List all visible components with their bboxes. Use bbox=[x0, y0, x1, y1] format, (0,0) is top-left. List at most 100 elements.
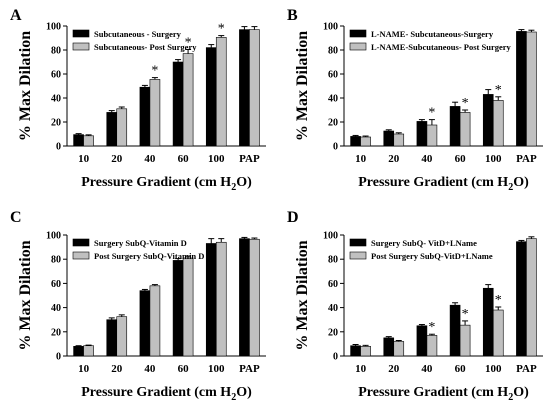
legend-label: L-NAME- Subcutaneous-Surgery bbox=[371, 29, 494, 39]
y-tick-label: 100 bbox=[323, 231, 338, 242]
panel-a: A 0 20 40 60 80 100 % Max Dilation 10 20 40 * 60 * 100… bbox=[10, 7, 266, 193]
legend-swatch bbox=[72, 238, 90, 247]
y-tick-label: 60 bbox=[51, 70, 61, 81]
y-tick-label: 0 bbox=[56, 352, 61, 363]
x-axis-title-part: Pressure Gradient (cm H bbox=[81, 175, 231, 190]
x-tick-label: 20 bbox=[388, 363, 400, 375]
x-axis-title-part: 2 bbox=[508, 392, 513, 403]
significance-asterisk: * bbox=[151, 64, 158, 79]
bar-post-surgery bbox=[393, 133, 405, 147]
x-tick-label: 20 bbox=[111, 363, 123, 375]
y-tick-label: 80 bbox=[51, 255, 61, 266]
bar-surgery bbox=[383, 337, 395, 357]
bar-surgery bbox=[73, 134, 84, 147]
y-tick-label: 60 bbox=[328, 279, 338, 290]
bar-surgery bbox=[416, 325, 428, 357]
x-tick-label: 100 bbox=[208, 153, 225, 165]
legend-swatch bbox=[349, 251, 367, 260]
legend-label: L-NAME-Subcutaneous- Post Surgery bbox=[371, 42, 512, 52]
bar-surgery bbox=[516, 241, 527, 357]
significance-asterisk: * bbox=[495, 83, 502, 98]
x-axis-title-part: 2 bbox=[231, 182, 236, 193]
y-tick-label: 20 bbox=[328, 118, 338, 129]
panel-letter: D bbox=[287, 209, 299, 226]
x-axis-title-part: O) bbox=[513, 385, 529, 400]
x-tick-label: PAP bbox=[516, 153, 537, 165]
x-axis-title-part: O) bbox=[236, 385, 252, 400]
bar-surgery bbox=[482, 287, 494, 357]
x-axis-title-part: 2 bbox=[231, 392, 236, 403]
x-tick-label: 10 bbox=[78, 363, 90, 375]
x-tick-label: 20 bbox=[388, 153, 400, 165]
x-axis-title: Pressure Gradient (cm H2O) bbox=[81, 175, 252, 193]
bar-post-surgery bbox=[526, 31, 537, 147]
bar-surgery bbox=[73, 346, 84, 357]
y-tick-label: 0 bbox=[56, 142, 61, 153]
bar-post-surgery bbox=[149, 79, 161, 147]
legend-swatch bbox=[349, 29, 367, 38]
x-tick-label: 100 bbox=[208, 363, 225, 375]
y-tick-label: 40 bbox=[328, 94, 338, 105]
bar-surgery bbox=[205, 47, 217, 147]
y-tick-label: 100 bbox=[46, 22, 61, 33]
x-tick-label: 60 bbox=[178, 153, 190, 165]
bar-surgery bbox=[139, 86, 151, 147]
bar-surgery bbox=[516, 31, 527, 147]
legend-swatch bbox=[72, 251, 90, 260]
x-tick-label: 20 bbox=[111, 153, 123, 165]
bar-surgery bbox=[106, 319, 118, 357]
bar-post-surgery bbox=[249, 238, 260, 357]
panel-b: B 0 20 40 60 80 100 % Max Dilation 10 20 40 * 60 * 100… bbox=[287, 7, 543, 193]
panel-c: C 0 20 40 60 80 100 % Max Dilation 10 20 40 60 100 PA… bbox=[10, 209, 266, 403]
bar-surgery bbox=[172, 61, 184, 147]
y-tick-label: 40 bbox=[51, 94, 61, 105]
bar-post-surgery bbox=[249, 29, 260, 147]
x-axis-title: Pressure Gradient (cm H2O) bbox=[358, 175, 529, 193]
x-tick-label: 60 bbox=[455, 363, 467, 375]
bar-surgery bbox=[383, 130, 395, 147]
x-axis-title-part: O) bbox=[513, 175, 529, 190]
significance-asterisk: * bbox=[462, 96, 469, 111]
bar-post-surgery bbox=[459, 324, 471, 357]
panel-letter: B bbox=[287, 7, 298, 24]
legend-label: Subcutaneous- Post Surgery bbox=[94, 42, 197, 52]
bar-surgery bbox=[482, 94, 494, 147]
bar-surgery bbox=[449, 106, 461, 147]
y-tick-label: 80 bbox=[51, 46, 61, 57]
y-tick-label: 40 bbox=[51, 303, 61, 314]
legend-label: Subcutaneous - Surgery bbox=[94, 29, 182, 39]
significance-asterisk: * bbox=[218, 22, 225, 37]
bar-post-surgery bbox=[393, 341, 405, 357]
x-tick-label: 40 bbox=[421, 363, 433, 375]
x-tick-label: 60 bbox=[455, 153, 467, 165]
bar-post-surgery bbox=[526, 238, 537, 357]
bar-post-surgery bbox=[149, 285, 161, 357]
y-tick-label: 80 bbox=[328, 255, 338, 266]
bar-surgery bbox=[205, 243, 217, 357]
x-tick-label: PAP bbox=[239, 153, 260, 165]
bar-post-surgery bbox=[492, 309, 504, 357]
x-axis-title-part: Pressure Gradient (cm H bbox=[358, 175, 508, 190]
significance-asterisk: * bbox=[428, 320, 435, 335]
bar-surgery bbox=[449, 304, 461, 357]
legend-label: Surgery SubQ- VitD+LName bbox=[371, 238, 477, 248]
y-axis-title: % Max Dilation bbox=[294, 240, 311, 350]
significance-asterisk: * bbox=[428, 106, 435, 121]
bar-post-surgery bbox=[426, 335, 438, 357]
bar-surgery bbox=[416, 121, 428, 147]
bar-post-surgery bbox=[215, 241, 227, 357]
y-tick-label: 20 bbox=[51, 118, 61, 129]
y-tick-label: 20 bbox=[51, 327, 61, 338]
x-tick-label: 10 bbox=[355, 153, 367, 165]
legend-swatch bbox=[72, 29, 90, 38]
bar-post-surgery bbox=[215, 37, 227, 147]
bar-post-surgery bbox=[116, 108, 128, 147]
x-tick-label: 40 bbox=[144, 153, 156, 165]
x-tick-label: 100 bbox=[485, 153, 502, 165]
bar-surgery bbox=[139, 290, 151, 357]
bar-post-surgery bbox=[459, 112, 471, 147]
x-axis-title-part: O) bbox=[236, 175, 252, 190]
bar-post-surgery bbox=[360, 346, 371, 357]
significance-asterisk: * bbox=[462, 307, 469, 322]
bar-post-surgery bbox=[116, 316, 128, 357]
